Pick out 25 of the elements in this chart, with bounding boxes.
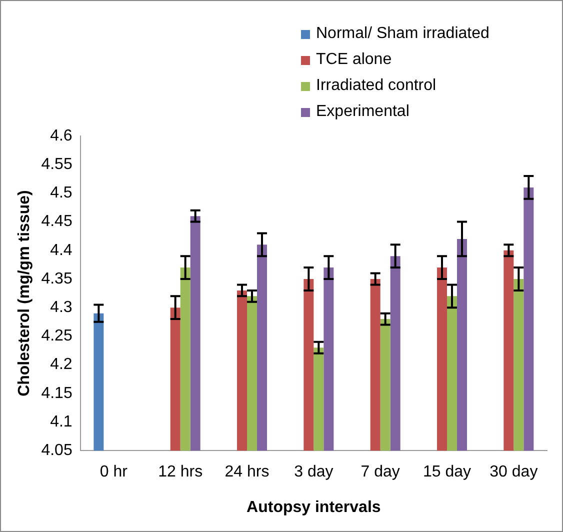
y-tick-label: 4.35	[41, 270, 72, 288]
y-tick-label: 4.3	[50, 299, 72, 316]
legend-label: TCE alone	[316, 51, 392, 69]
y-tick-label: 4.2	[50, 356, 72, 374]
y-axis-title: Cholesterol (mg/gm tissue)	[16, 190, 34, 396]
x-tick-label: 7 day	[360, 464, 400, 481]
y-tick-label: 4.55	[41, 156, 72, 174]
y-tick-label: 4.05	[41, 442, 72, 460]
x-tick-label: 3 day	[294, 464, 334, 481]
y-tick-label: 4.15	[41, 384, 72, 402]
x-tick-label: 15 day	[422, 464, 472, 481]
y-tick-label: 4.5	[50, 184, 72, 202]
x-axis-title: Autopsy intervals	[246, 498, 381, 516]
y-tick-label: 4.1	[50, 413, 72, 430]
legend-label: Irradiated control	[316, 77, 436, 95]
legend-label: Experimental	[316, 103, 410, 121]
y-tick-label: 4.25	[41, 328, 72, 345]
x-tick-label: 12 hrs	[158, 464, 203, 481]
y-tick-label: 4.4	[50, 242, 72, 259]
y-tick-label: 4.6	[50, 127, 72, 144]
x-tick-label: 24 hrs	[224, 464, 270, 481]
x-tick-label: 30 day	[490, 464, 538, 481]
x-tick-label: 0 hr	[100, 464, 128, 481]
y-tick-label: 4.45	[41, 213, 72, 230]
legend-label: Normal/ Sham irradiated	[316, 25, 490, 43]
